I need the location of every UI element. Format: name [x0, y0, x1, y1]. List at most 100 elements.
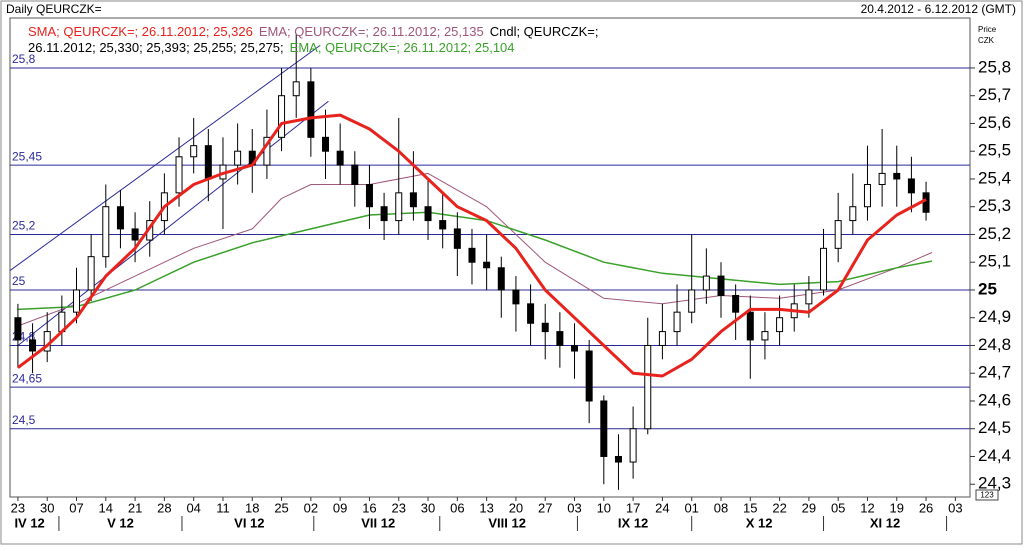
- month-label: IX 12: [618, 515, 648, 530]
- candle-body: [585, 350, 593, 402]
- candle-body: [614, 455, 622, 463]
- y-tick-label: 24,5: [978, 418, 1011, 437]
- candle-body: [629, 428, 637, 463]
- level-label: 25,2: [12, 219, 36, 233]
- candle-body: [424, 206, 432, 222]
- level-label: 24,5: [12, 413, 36, 427]
- candle-body: [453, 228, 461, 249]
- x-tick-label: 20: [509, 500, 523, 515]
- x-tick-label: 23: [392, 500, 406, 515]
- trendline: [17, 100, 329, 346]
- month-label: VI 12: [234, 515, 264, 530]
- candle-body: [761, 331, 769, 341]
- candle-body: [190, 145, 198, 158]
- candle-body: [556, 331, 564, 346]
- legend-entry: EMA; QEURCZK=; 26.11.2012; 25,104: [290, 40, 515, 55]
- candle-body: [278, 95, 286, 138]
- month-label: XI 12: [870, 515, 900, 530]
- chart-subtitle: 20.4.2012 - 6.12.2012 (GMT): [861, 2, 1016, 16]
- candle-body: [497, 267, 505, 291]
- x-tick-label: 17: [626, 500, 640, 515]
- x-tick-label: 10: [597, 500, 611, 515]
- month-label: IV 12: [14, 515, 44, 530]
- candle-body: [776, 317, 784, 333]
- candle-body: [571, 344, 579, 352]
- x-tick-label: 11: [216, 500, 230, 515]
- x-tick-label: 27: [538, 500, 552, 515]
- candle-body: [14, 317, 22, 341]
- legend-entry: EMA; QEURCZK=; 26.11.2012; 25,135: [259, 24, 484, 39]
- corner-label: 123: [980, 491, 994, 500]
- candle-body: [116, 206, 124, 230]
- y-axis-title: CZK: [978, 36, 995, 45]
- y-tick-label: 25,5: [978, 141, 1011, 160]
- x-tick-label: 02: [304, 500, 318, 515]
- month-label: VIII 12: [488, 515, 526, 530]
- candle-body: [688, 289, 696, 313]
- candle-body: [131, 228, 139, 241]
- candle-body: [541, 322, 549, 333]
- candle-body: [863, 184, 871, 208]
- x-tick-label: 06: [450, 500, 464, 515]
- x-tick-label: 22: [772, 500, 786, 515]
- candle-body: [834, 220, 842, 249]
- candle-body: [600, 400, 608, 457]
- candle-body: [512, 289, 520, 305]
- month-label: VII 12: [361, 515, 395, 530]
- candle-body: [87, 256, 95, 291]
- legend-entry: SMA; QEURCZK=; 26.11.2012; 25,326: [28, 24, 253, 39]
- candle-body: [746, 311, 754, 341]
- x-tick-label: 29: [802, 500, 816, 515]
- y-axis-title: Price: [978, 25, 997, 34]
- x-tick-label: 05: [831, 500, 845, 515]
- y-tick-label: 24,9: [978, 307, 1011, 326]
- y-tick-label: 24,4: [978, 446, 1011, 465]
- y-tick-label: 25,8: [978, 57, 1011, 76]
- candle-body: [907, 178, 915, 194]
- x-tick-label: 18: [245, 500, 259, 515]
- y-tick-label: 25,2: [978, 224, 1011, 243]
- x-tick-label: 25: [274, 500, 288, 515]
- x-tick-label: 04: [186, 500, 200, 515]
- y-tick-label: 24,6: [978, 390, 1011, 409]
- y-tick-label: 25,7: [978, 85, 1011, 104]
- candle-body: [658, 331, 666, 346]
- x-tick-label: 26: [919, 500, 933, 515]
- y-tick-label: 25,6: [978, 113, 1011, 132]
- trendline: [9, 45, 320, 271]
- chart-title: Daily QEURCZK=: [6, 2, 102, 16]
- x-tick-label: 08: [714, 500, 728, 515]
- candle-body: [322, 136, 330, 152]
- indicator-line: [16, 113, 927, 378]
- level-label: 25,45: [12, 149, 42, 163]
- candle-body: [409, 192, 417, 208]
- candle-body: [644, 344, 652, 430]
- legend-entry: Cndl; QEURCZK=;: [490, 24, 599, 39]
- candle-body: [878, 172, 886, 186]
- x-tick-label: 28: [157, 500, 171, 515]
- candle-body: [820, 247, 828, 291]
- candle-body: [102, 206, 110, 258]
- x-tick-label: 14: [99, 500, 113, 515]
- candle-body: [351, 164, 359, 186]
- candle-body: [336, 150, 344, 166]
- plot-area: [9, 17, 971, 498]
- candle-body: [527, 303, 535, 324]
- x-tick-label: 13: [479, 500, 493, 515]
- candle-body: [292, 81, 300, 97]
- x-tick-label: 16: [362, 500, 376, 515]
- x-tick-label: 19: [890, 500, 904, 515]
- candle-body: [468, 247, 476, 263]
- candle-body: [922, 192, 930, 213]
- legend-entry: 26.11.2012; 25,330; 25,393; 25,255; 25,2…: [28, 40, 284, 55]
- candle-body: [204, 145, 212, 180]
- corner-box: [975, 489, 999, 501]
- candle-body: [732, 295, 740, 313]
- candle-body: [395, 192, 403, 222]
- candle-body: [717, 275, 725, 297]
- x-tick-label: 23: [11, 500, 25, 515]
- x-tick-label: 03: [567, 500, 581, 515]
- month-label: X 12: [746, 515, 773, 530]
- legend-row: SMA; QEURCZK=; 26.11.2012; 25,326 EMA; QE…: [28, 24, 598, 39]
